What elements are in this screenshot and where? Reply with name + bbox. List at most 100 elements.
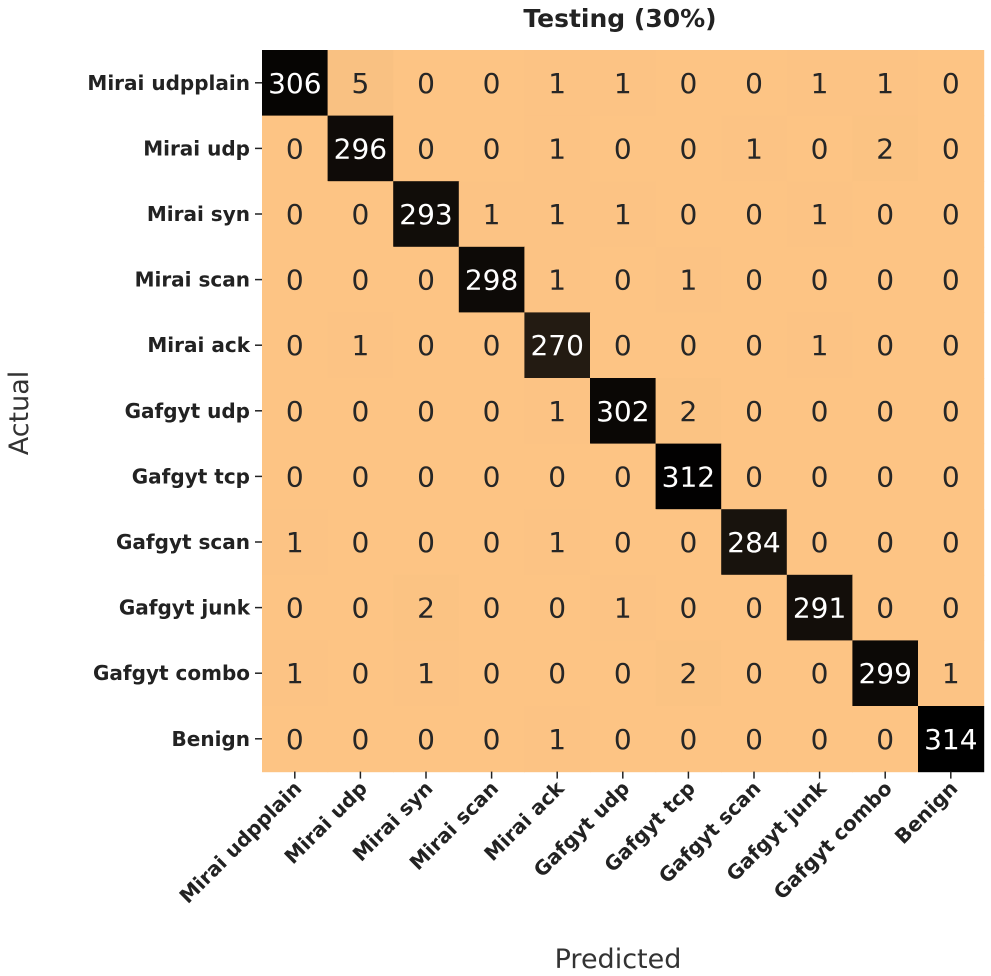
heatmap-cell [655,574,722,641]
cell-value-label: 0 [614,329,632,362]
heatmap-cell [393,509,460,576]
y-tick-label: Gafgyt junk [119,596,251,620]
heatmap-cell [327,378,394,445]
heatmap-cell [327,574,394,641]
cell-value-label: 0 [811,723,829,756]
cell-value-label: 0 [417,723,435,756]
heatmap-cell [786,378,853,445]
heatmap-cell [458,181,525,248]
cell-value-label: 0 [679,67,697,100]
cell-value-label: 298 [465,264,518,297]
heatmap-cell [786,443,853,510]
heatmap-cell [786,246,853,313]
cell-value-label: 0 [483,592,501,625]
cell-value-label: 0 [351,198,369,231]
cell-value-label: 0 [876,198,894,231]
cell-value-label: 0 [286,592,304,625]
heatmap-cell [458,115,525,182]
heatmap-cell [786,509,853,576]
cell-value-label: 0 [679,198,697,231]
cell-value-label: 0 [483,526,501,559]
heatmap-cell [852,574,919,641]
y-tick-label: Gafgyt tcp [132,464,250,488]
heatmap-cell [458,378,525,445]
heatmap-cell [590,246,657,313]
heatmap-cell [918,50,985,117]
cell-value-label: 1 [417,657,435,690]
heatmap-cell [721,706,788,773]
y-tick-label: Benign [172,727,250,751]
heatmap-cell [655,181,722,248]
cell-value-label: 2 [679,395,697,428]
heatmap-cell [655,246,722,313]
heatmap-cell [590,443,657,510]
heatmap-cell [458,246,525,313]
cell-value-label: 1 [286,657,304,690]
cell-value-label: 0 [417,132,435,165]
heatmap-cell [655,115,722,182]
heatmap-cell [590,50,657,117]
cell-value-label: 0 [942,592,960,625]
cell-value-label: 0 [745,395,763,428]
heatmap-cell [458,640,525,707]
heatmap-cell [327,246,394,313]
heatmap-cell [852,706,919,773]
cell-value-label: 0 [811,395,829,428]
cell-value-label: 0 [745,264,763,297]
heatmap-cell [393,312,460,379]
cell-value-label: 0 [483,67,501,100]
heatmap-cell [262,50,329,117]
heatmap-cell [393,706,460,773]
cell-value-label: 1 [745,132,763,165]
heatmap-cell [327,706,394,773]
heatmap-cell [786,574,853,641]
cell-value-label: 0 [942,329,960,362]
chart-title: Testing (30%) [523,4,716,33]
cell-value-label: 1 [811,198,829,231]
cell-value-label: 2 [876,132,894,165]
cell-value-label: 1 [614,198,632,231]
cell-value-label: 0 [548,460,566,493]
y-tick-label: Gafgyt udp [125,399,250,423]
heatmap-cells: 306 5 0 0 1 1 0 0 1 1 0 0 296 0 0 1 0 0 1 0 2 0 0 0 293 1 1 1 0 0 1 0 0 0… [262,50,985,773]
cell-value-label: 0 [286,264,304,297]
cell-value-label: 0 [745,657,763,690]
heatmap-cell [852,443,919,510]
cell-value-label: 0 [679,592,697,625]
cell-value-label: 0 [811,526,829,559]
cell-value-label: 0 [876,723,894,756]
heatmap-cell [458,509,525,576]
cell-value-label: 0 [942,67,960,100]
cell-value-label: 1 [548,67,566,100]
heatmap-cell [393,181,460,248]
heatmap-cell [786,181,853,248]
heatmap-cell [262,378,329,445]
cell-value-label: 284 [727,526,780,559]
heatmap-cell [655,706,722,773]
cell-value-label: 0 [614,132,632,165]
heatmap-cell [327,50,394,117]
cell-value-label: 0 [483,723,501,756]
heatmap-cell [524,115,591,182]
cell-value-label: 0 [351,395,369,428]
heatmap-cell [327,181,394,248]
heatmap-cell [852,115,919,182]
heatmap-cell [918,378,985,445]
cell-value-label: 0 [351,264,369,297]
cell-value-label: 0 [942,198,960,231]
cell-value-label: 0 [679,329,697,362]
heatmap-cell [852,312,919,379]
heatmap-cell [786,312,853,379]
cell-value-label: 0 [483,460,501,493]
heatmap-cell [262,115,329,182]
cell-value-label: 1 [811,67,829,100]
heatmap-cell [262,574,329,641]
cell-value-label: 0 [614,264,632,297]
cell-value-label: 1 [483,198,501,231]
cell-value-label: 0 [483,657,501,690]
x-tick-label: Benign [890,776,962,848]
heatmap-cell [262,181,329,248]
cell-value-label: 302 [596,395,649,428]
